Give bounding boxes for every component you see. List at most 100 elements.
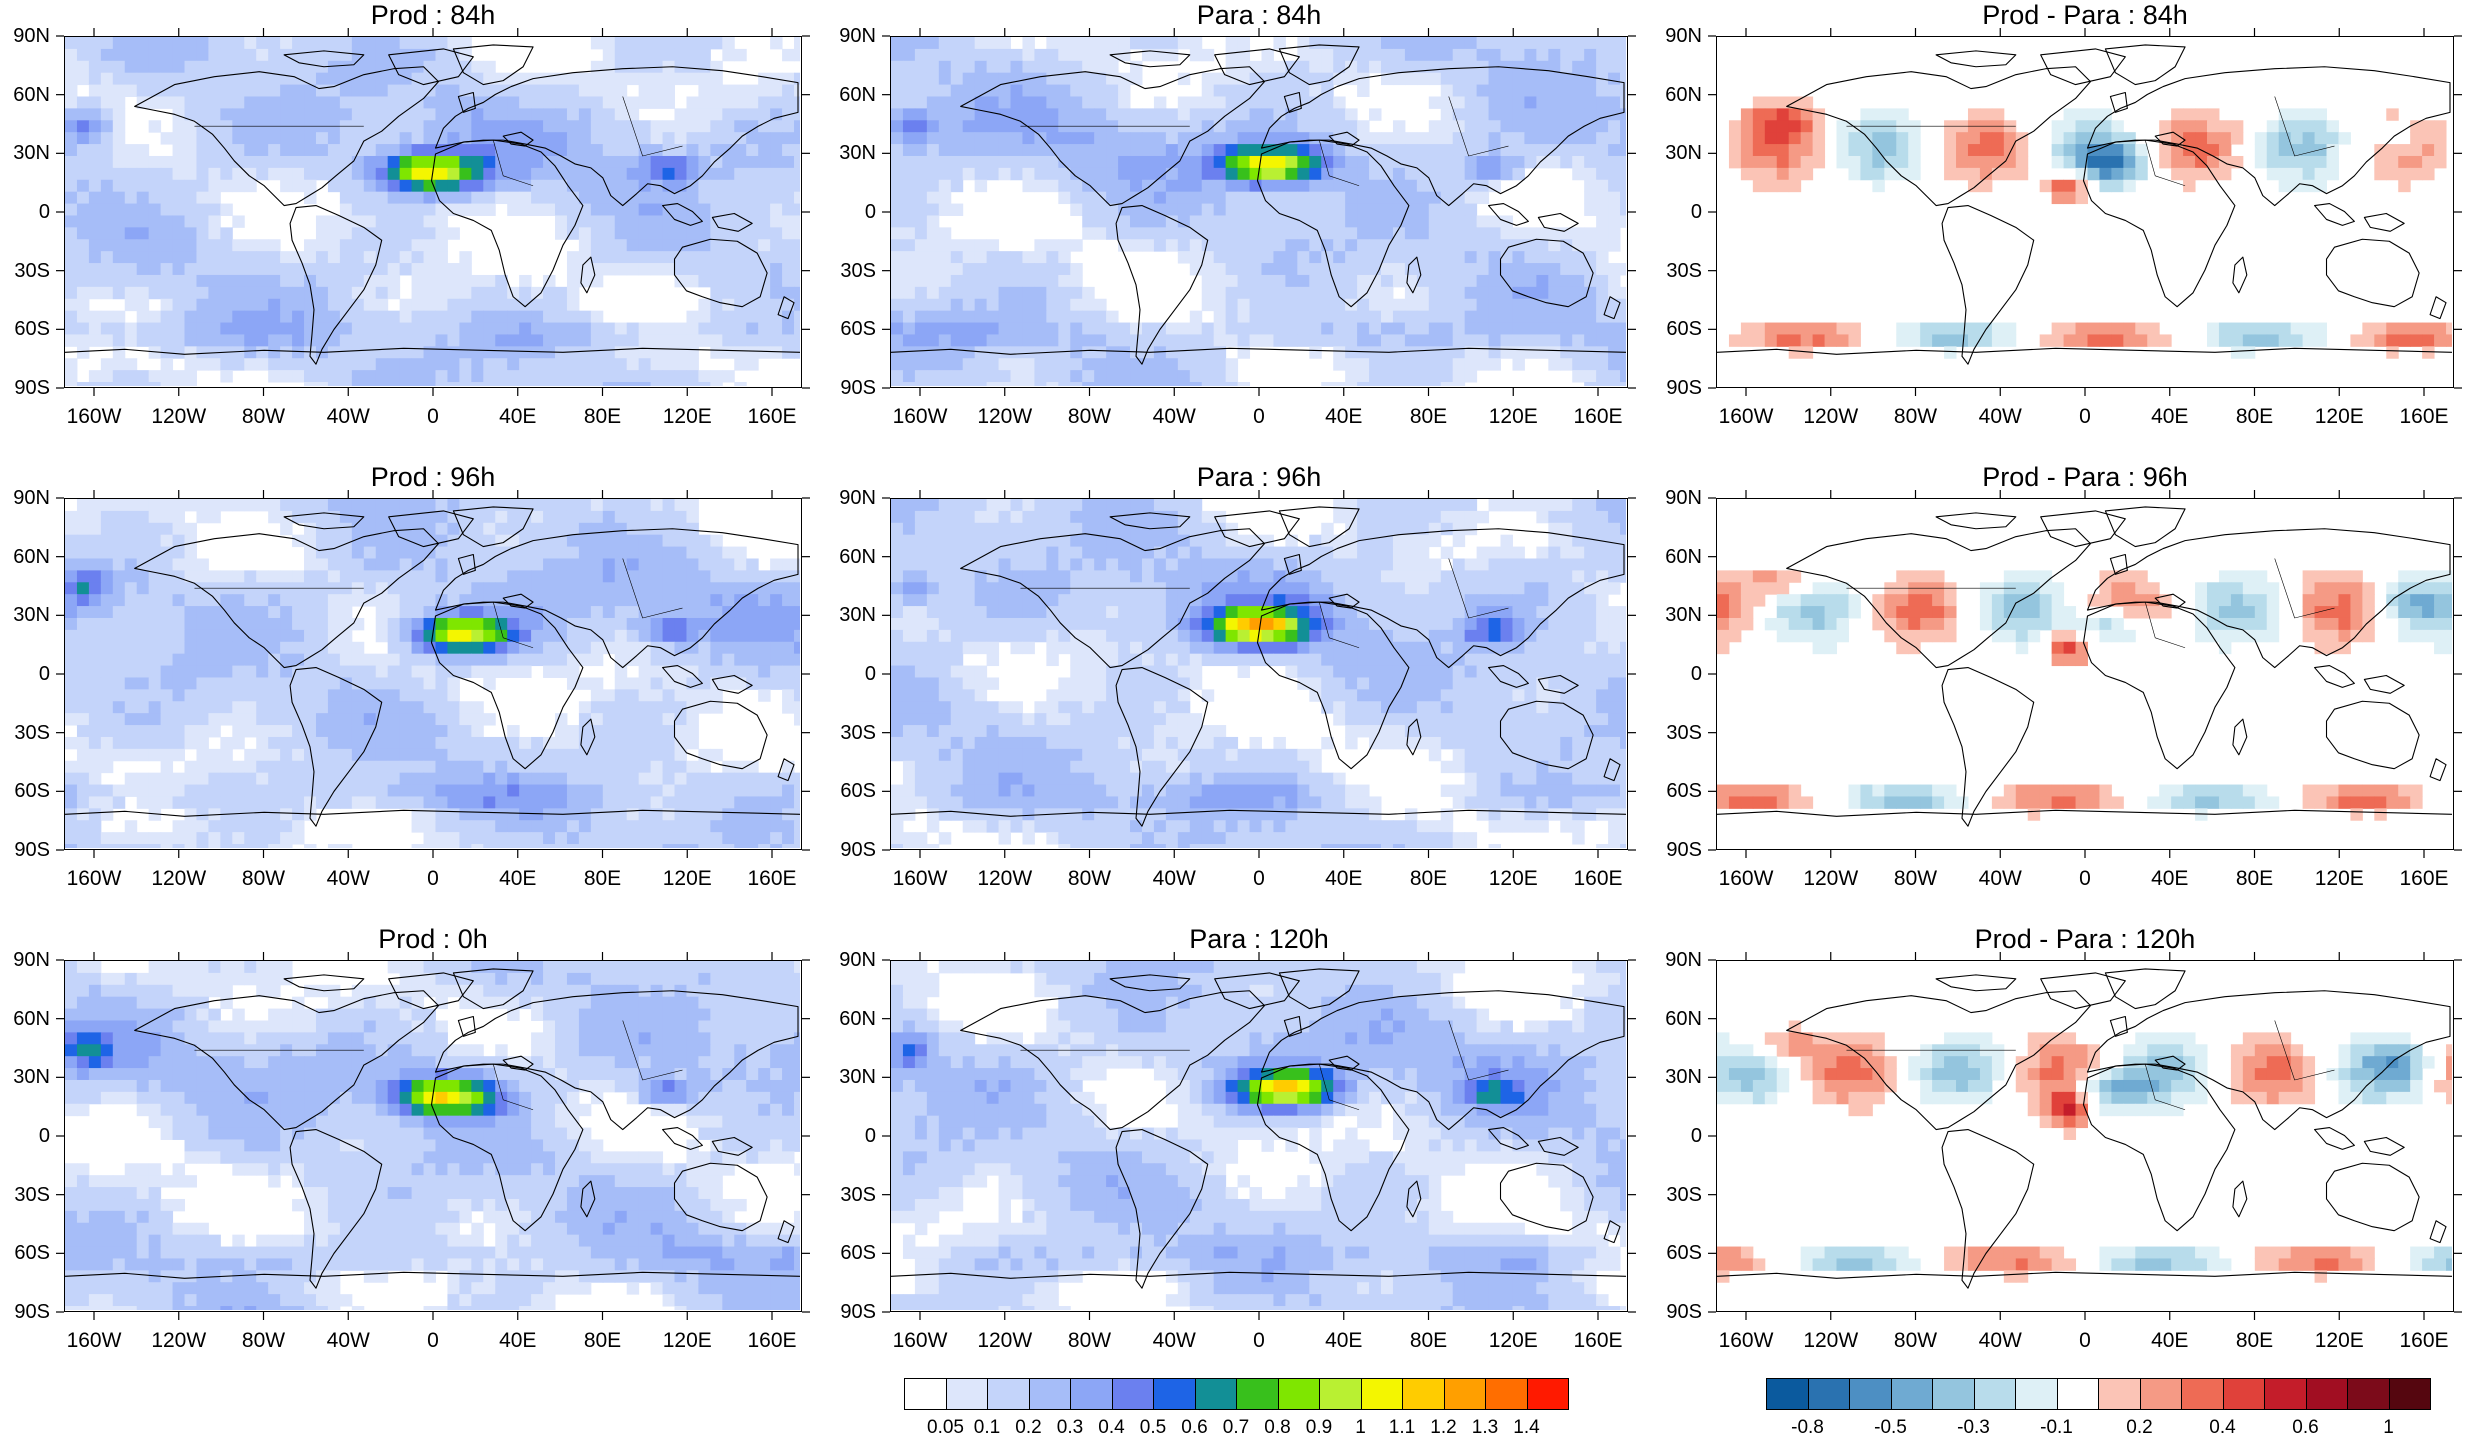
map-plot: [1716, 960, 2454, 1312]
axis-ticks: [1708, 490, 2462, 858]
colorbar-swatch: [1932, 1378, 1974, 1410]
panel-title: Prod : 84h: [370, 0, 496, 30]
map-plot: [890, 960, 1628, 1312]
map-panel: Prod : 84h 90N 60N 30N 0 30S 60S 90S 160W 120W 80W…: [0, 0, 822, 448]
longitude-label: 0: [427, 867, 439, 890]
longitude-label: 80E: [1409, 1329, 1448, 1352]
colorbar-swatch: [1766, 1378, 1808, 1410]
colorbar-swatch: [2264, 1378, 2306, 1410]
longitude-label: 40E: [499, 867, 537, 890]
longitude-label: 160W: [66, 405, 122, 428]
longitude-label: 40W: [326, 867, 370, 890]
longitude-label: 80W: [1067, 405, 1112, 428]
longitude-label: 160E: [1573, 1329, 1623, 1352]
difference-field: [1717, 570, 2452, 821]
longitude-label: 120E: [662, 867, 712, 890]
panel-title: Prod : 0h: [378, 924, 488, 954]
coastline: [1717, 44, 2452, 365]
axis-ticks: [1708, 28, 2462, 396]
longitude-label: 80E: [2235, 1329, 2274, 1352]
panel-title: Para : 120h: [1189, 924, 1329, 954]
latitude-label: 0: [38, 1125, 50, 1147]
longitude-label: 160W: [66, 867, 122, 890]
latitude-label: 60N: [839, 83, 876, 106]
longitude-label: 80E: [583, 867, 622, 890]
colorbar-label: 0.3: [1056, 1417, 1084, 1438]
longitude-label: 80E: [2235, 405, 2274, 428]
colorbar-swatch: [1807, 1378, 1849, 1410]
colorbar-swatch: [1111, 1378, 1153, 1410]
longitude-label: 160W: [892, 405, 948, 428]
axis-ticks: [56, 28, 810, 396]
longitude-label: 80E: [1409, 405, 1448, 428]
longitude-label: 120E: [662, 405, 712, 428]
latitude-label: 60S: [1666, 1242, 1702, 1265]
latitude-label: 30N: [839, 604, 876, 627]
longitude-label: 160E: [1573, 867, 1623, 890]
latitude-label: 0: [1690, 1125, 1702, 1147]
colorbar-label: 1: [1355, 1417, 1366, 1438]
map-plot: [64, 36, 802, 388]
longitude-label: 80W: [1893, 405, 1938, 428]
colorbar-swatch: [1890, 1378, 1932, 1410]
colorbar-swatch: [2181, 1378, 2223, 1410]
colorbar-label: -0.1: [2040, 1417, 2073, 1438]
longitude-label: 120W: [977, 1329, 1033, 1352]
longitude-label: 160W: [1718, 1329, 1774, 1352]
panel-title: Prod : 96h: [370, 462, 496, 492]
colorbar-label: 0.7: [1222, 1417, 1250, 1438]
longitude-label: 80W: [241, 1329, 286, 1352]
longitude-label: 160E: [747, 867, 797, 890]
longitude-label: 40E: [1325, 867, 1363, 890]
colorbar-label: 0.2: [1015, 1417, 1042, 1438]
latitude-label: 0: [38, 201, 50, 223]
colorbar-label: 1.2: [1430, 1417, 1457, 1438]
latitude-label: 90S: [840, 377, 876, 399]
latitude-label: 30N: [839, 142, 876, 165]
colorbar-swatch: [1526, 1378, 1569, 1410]
colorbar-label: 0.6: [2292, 1417, 2319, 1438]
latitude-label: 90S: [1666, 1301, 1702, 1323]
map-panel: Para : 120h 90N 60N 30N 0 30S 60S 90S 160W 120W 80…: [826, 924, 1648, 1372]
longitude-label: 120E: [1488, 867, 1538, 890]
latitude-label: 60S: [14, 318, 50, 341]
latitude-label: 60S: [14, 1242, 50, 1265]
colorbar-swatch: [2056, 1378, 2098, 1410]
colorbar-swatch: [1443, 1378, 1485, 1410]
latitude-label: 60N: [839, 545, 876, 568]
map-plot: [890, 498, 1628, 850]
longitude-label: 0: [1253, 1329, 1265, 1352]
latitude-label: 60S: [14, 780, 50, 803]
latitude-label: 30N: [13, 142, 50, 165]
longitude-label: 80E: [583, 405, 622, 428]
longitude-label: 120E: [1488, 1329, 1538, 1352]
longitude-label: 0: [2079, 1329, 2091, 1352]
colorbar-swatch: [1849, 1378, 1891, 1410]
difference-field: [1728, 96, 2452, 359]
longitude-label: 120E: [1488, 405, 1538, 428]
map-panel: Para : 96h 90N 60N 30N 0 30S 60S 90S 160W 120W 80W…: [826, 462, 1648, 910]
longitude-label: 80W: [241, 867, 286, 890]
longitude-label: 40W: [1978, 867, 2022, 890]
longitude-label: 40W: [1152, 405, 1196, 428]
colorbar-label: 1.4: [1513, 1417, 1540, 1438]
longitude-label: 0: [1253, 405, 1265, 428]
latitude-label: 90S: [840, 1301, 876, 1323]
map-plot: [1716, 498, 2454, 850]
panel-title: Prod - Para : 96h: [1982, 462, 2188, 492]
axis-ticks: [1708, 952, 2462, 1320]
longitude-label: 40E: [2151, 405, 2189, 428]
longitude-label: 120W: [977, 867, 1033, 890]
longitude-label: 80W: [1067, 1329, 1112, 1352]
latitude-label: 30S: [1666, 259, 1702, 282]
colorbar-swatch: [1485, 1378, 1527, 1410]
longitude-label: 80W: [1893, 1329, 1938, 1352]
longitude-label: 120W: [1803, 867, 1859, 890]
longitude-label: 0: [427, 405, 439, 428]
colorbar-label: 0.5: [1139, 1417, 1167, 1438]
axis-ticks: [882, 490, 1636, 858]
longitude-label: 120W: [151, 867, 207, 890]
latitude-label: 90S: [14, 377, 50, 399]
colorbar-label: 0.05: [927, 1417, 964, 1438]
map-panel: Prod - Para : 96h 90N 60N 30N 0 30S 60S 90S 160W…: [1652, 462, 2473, 910]
